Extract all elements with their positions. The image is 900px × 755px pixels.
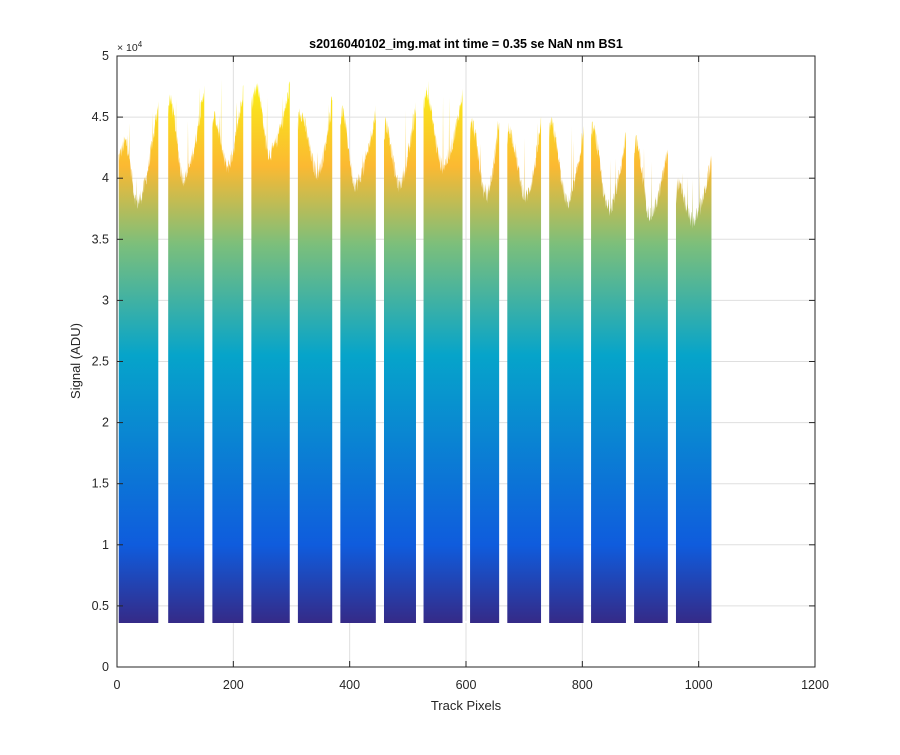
chart-title: s2016040102_img.mat int time = 0.35 se N… [309, 37, 623, 51]
y-axis-multiplier: × 104 [117, 40, 143, 54]
gap-notch [244, 620, 251, 624]
gap-notch [542, 620, 549, 624]
y-tick-labels: 0 0.5 1 1.5 2 2.5 3 3.5 4 4.5 5 [92, 49, 109, 674]
signal-segment-10 [507, 116, 542, 624]
signal-segment-4 [251, 81, 290, 624]
x-tick-labels: 0 200 400 600 800 1000 1200 [114, 678, 829, 692]
x-tick-label: 800 [572, 678, 593, 692]
signal-segment-8 [423, 80, 463, 624]
gap-notch [583, 620, 590, 624]
y-tick-label: 2.5 [92, 355, 109, 369]
signal-segment-5 [297, 96, 333, 624]
gap-notch [463, 620, 470, 624]
signal-segment-9 [470, 118, 500, 624]
signal-segment-11 [549, 117, 584, 624]
x-tick-label: 1000 [685, 678, 713, 692]
signal-segment-6 [340, 104, 376, 624]
x-tick-label: 600 [456, 678, 477, 692]
gap-notch [160, 620, 167, 624]
gap-notch [500, 620, 507, 624]
x-tick-label: 0 [114, 678, 121, 692]
gap-notch [416, 620, 423, 624]
gap-notch [627, 620, 634, 624]
x-tick-label: 200 [223, 678, 244, 692]
y-tick-label: 2 [102, 416, 109, 430]
y-tick-label: 3.5 [92, 232, 109, 246]
signal-segment-14 [675, 155, 712, 624]
signal-segment-3 [212, 79, 244, 624]
plot-border [116, 55, 816, 668]
y-tick-label: 1.5 [92, 477, 109, 491]
signal-segment-1 [118, 101, 159, 624]
gap-notch [376, 620, 383, 624]
y-tick-label: 4 [102, 171, 109, 185]
gap-notch [668, 620, 675, 624]
x-axis-label: Track Pixels [431, 698, 502, 713]
y-tick-label: 5 [102, 49, 109, 63]
y-tick-label: 0.5 [92, 599, 109, 613]
y-tick-label: 3 [102, 293, 109, 307]
gap-notch [290, 620, 297, 624]
signal-segment-13 [634, 133, 668, 624]
y-tick-label: 0 [102, 660, 109, 674]
y-tick-label: 1 [102, 538, 109, 552]
signal-segment-7 [383, 101, 416, 624]
signal-segment-12 [591, 121, 626, 624]
y-tick-label: 4.5 [92, 110, 109, 124]
gap-notch [333, 620, 340, 624]
y-axis-label: Signal (ADU) [68, 323, 83, 399]
signal-area [118, 79, 712, 624]
x-tick-label: 1200 [801, 678, 829, 692]
gap-notch [205, 620, 212, 624]
signal-segment-2 [168, 85, 205, 624]
signal-gaps [160, 620, 675, 624]
x-tick-label: 400 [339, 678, 360, 692]
